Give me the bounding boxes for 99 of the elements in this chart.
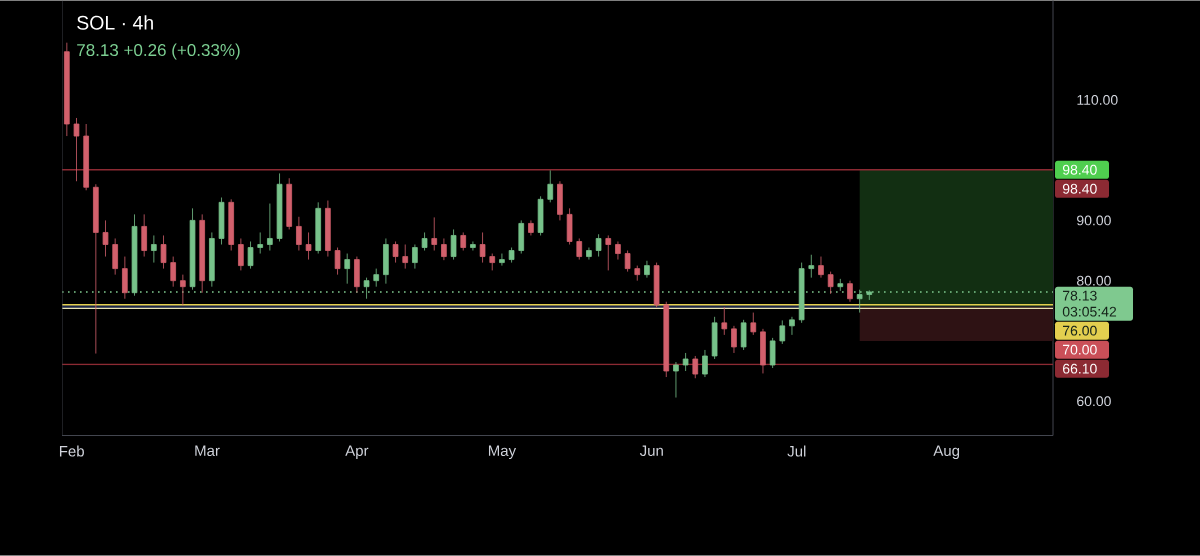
x-tick-label: Jun xyxy=(639,445,663,457)
band-label: 98.40 xyxy=(1062,165,1097,176)
candlestick xyxy=(779,320,786,345)
candlestick xyxy=(296,216,302,252)
candlestick xyxy=(170,256,176,288)
candlestick xyxy=(827,271,834,295)
candlestick xyxy=(122,256,128,300)
y-tick-label: 110.00 xyxy=(1077,95,1118,106)
candlestick xyxy=(334,247,341,276)
candlestick xyxy=(450,229,457,261)
candlestick xyxy=(663,301,670,378)
x-tick-label: Apr xyxy=(345,445,369,460)
candlestick xyxy=(383,238,389,285)
candlestick xyxy=(731,325,737,354)
candlestick xyxy=(421,232,428,252)
candlestick xyxy=(199,214,206,294)
candlestick xyxy=(479,232,486,264)
candlestick xyxy=(789,316,795,336)
candlestick xyxy=(586,247,592,261)
candlestick xyxy=(392,241,399,264)
candlestick xyxy=(624,250,631,273)
candlestick xyxy=(692,355,699,379)
candlestick xyxy=(441,238,447,261)
x-tick-label: Aug xyxy=(933,445,960,460)
candlestick xyxy=(740,319,747,351)
candlestick xyxy=(547,170,554,203)
candlestick xyxy=(286,178,293,231)
candlestick xyxy=(470,241,476,252)
candlestick xyxy=(112,238,118,276)
candlestick xyxy=(750,312,757,336)
candlestick xyxy=(508,247,515,264)
x-tick-label: May xyxy=(488,445,517,460)
candlestick xyxy=(218,197,225,246)
y-tick-label: 60.00 xyxy=(1077,396,1111,407)
x-tick-label: Mar xyxy=(195,445,220,457)
candlestick xyxy=(634,265,641,282)
candlestick xyxy=(83,123,89,191)
candlestick xyxy=(682,352,689,372)
candlestick xyxy=(595,234,602,258)
candlestick xyxy=(64,42,70,137)
candlestick xyxy=(189,208,196,291)
candlestick xyxy=(499,253,505,267)
ref-line-label: 76.00 xyxy=(1062,325,1097,336)
candlestick xyxy=(847,280,853,303)
candlestick xyxy=(615,241,621,261)
candlestick xyxy=(247,241,254,270)
candlestick xyxy=(711,316,718,360)
candlestick xyxy=(315,202,322,255)
candlestick xyxy=(160,235,167,270)
candlestick xyxy=(325,200,331,258)
candlestick xyxy=(305,232,312,261)
candlestick xyxy=(412,244,418,270)
candlestick xyxy=(73,117,80,182)
candlestick xyxy=(344,253,351,285)
candlestick xyxy=(644,260,650,279)
candlestick xyxy=(431,217,438,252)
candlestick xyxy=(818,256,824,279)
candlestick xyxy=(808,254,815,279)
candlestick xyxy=(653,262,660,308)
ref-line-label: 66.10 xyxy=(1062,363,1097,374)
annotation: 78.13 +0.26 (+0.33%) xyxy=(77,43,240,60)
candlestick xyxy=(238,238,244,272)
candlestick xyxy=(673,361,679,399)
candlestick xyxy=(537,196,544,237)
candlestick xyxy=(566,208,573,246)
band-label: 70.00 xyxy=(1062,344,1097,355)
text: 03:05:42 xyxy=(1062,306,1117,317)
candlestick xyxy=(257,232,264,255)
candlestick xyxy=(267,203,273,252)
candlestick xyxy=(141,214,147,258)
candlestick xyxy=(151,235,157,264)
candlestick xyxy=(276,173,283,243)
candlestick xyxy=(93,184,99,355)
candlestick xyxy=(373,268,380,288)
candlestick xyxy=(702,349,708,378)
candlestick xyxy=(837,278,844,292)
candlestick xyxy=(489,253,496,272)
candlestick xyxy=(228,199,235,252)
candlestick xyxy=(528,220,534,237)
x-tick-label: Jul xyxy=(787,445,806,457)
candlestick xyxy=(760,328,766,375)
candlestick xyxy=(605,235,612,272)
candlestick xyxy=(557,181,563,222)
text: SOL · 4h xyxy=(77,15,153,30)
candlestick xyxy=(460,232,467,252)
ref-line-label: 98.40 xyxy=(1062,184,1097,195)
candlestick xyxy=(576,238,583,261)
y-tick-label: 90.00 xyxy=(1077,215,1111,226)
candlestick xyxy=(354,256,360,294)
ref-line-label: 78.13 xyxy=(1062,290,1097,301)
y-tick-label: 80.00 xyxy=(1077,275,1111,286)
candlestick xyxy=(721,307,728,336)
candlestick xyxy=(769,337,776,369)
candlestick xyxy=(402,244,409,270)
candlestick xyxy=(209,232,215,288)
candlestick xyxy=(102,220,109,258)
x-tick-label: Feb xyxy=(59,445,84,457)
candlestick xyxy=(180,274,186,307)
candlestick xyxy=(518,220,525,255)
